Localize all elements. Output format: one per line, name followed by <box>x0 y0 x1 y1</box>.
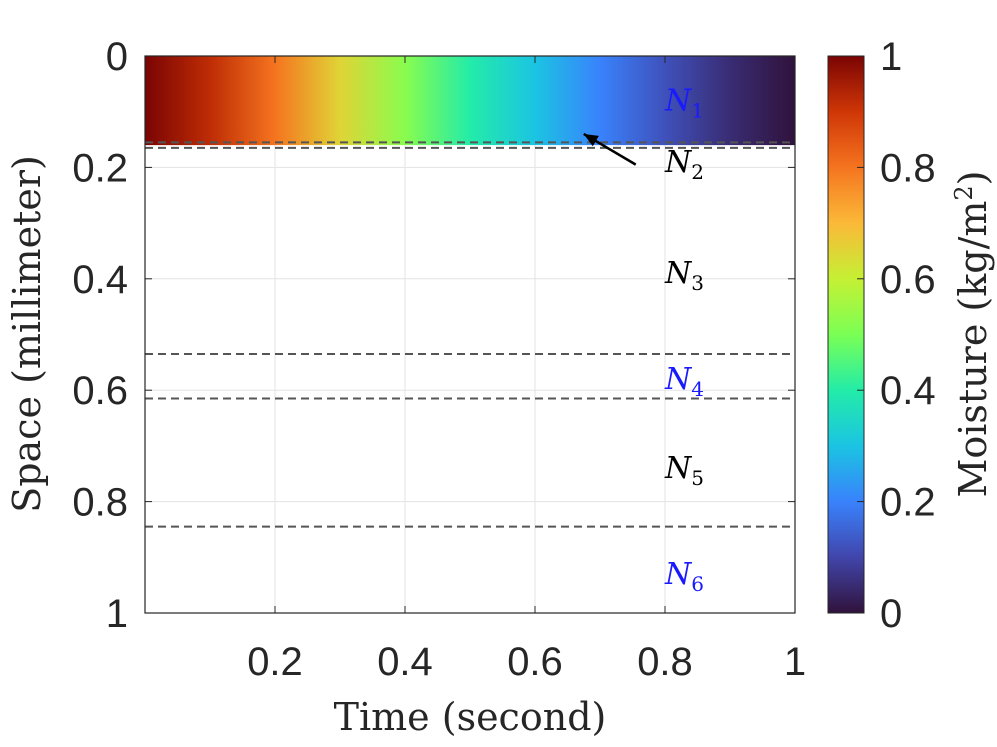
y-tick-label: 1 <box>106 592 128 636</box>
region-label-name: N <box>664 451 693 486</box>
x-tick-label: 0.8 <box>637 640 693 684</box>
colorbar <box>827 55 865 614</box>
annotation-arrow <box>583 132 637 166</box>
colorbar-label: Moisture (kg/m2) <box>950 170 995 497</box>
colorbar-label-superscript: 2 <box>950 185 978 200</box>
x-tick-label: 1 <box>784 640 806 684</box>
region-label-1: N1 <box>664 84 704 123</box>
y-axis-ticks: 0 0.2 0.4 0.6 0.8 1 <box>72 35 795 636</box>
region-label-4: N4 <box>664 362 704 401</box>
colorbar-ticks: 0 0.2 0.4 0.6 0.8 1 <box>857 35 936 636</box>
region-label-subscript: 6 <box>691 572 704 596</box>
colorbar-tick-label: 0 <box>880 592 902 636</box>
x-axis-ticks: 0.2 0.4 0.6 0.8 1 <box>247 56 806 684</box>
y-tick-label: 0.4 <box>72 258 128 302</box>
colorbar-tick-label: 0.2 <box>880 481 936 525</box>
region-label-subscript: 1 <box>691 99 704 123</box>
colorbar-label-close: ) <box>951 170 995 185</box>
plot-frame <box>144 55 796 614</box>
region-label-name: N <box>664 84 693 119</box>
colorbar-tick-label: 0.8 <box>880 146 936 190</box>
colorbar-tick-label: 1 <box>880 35 902 79</box>
region-boundaries <box>145 141 795 528</box>
y-axis-label: Space (millimeter) <box>5 155 49 513</box>
region-label-subscript: 2 <box>691 160 704 184</box>
colorbar-tick-label: 0.6 <box>880 258 936 302</box>
x-axis-label: Time (second) <box>334 695 607 739</box>
region-label-name: N <box>664 362 693 397</box>
region-label-subscript: 5 <box>691 466 704 490</box>
region-label-5: N5 <box>664 451 704 490</box>
region-label-6: N6 <box>664 557 704 596</box>
colorbar-tick-label: 0.4 <box>880 369 936 413</box>
x-tick-label: 0.6 <box>507 640 563 684</box>
y-tick-label: 0.6 <box>72 369 128 413</box>
y-tick-label: 0 <box>106 35 128 79</box>
x-tick-label: 0.2 <box>247 640 303 684</box>
heatmap-band <box>145 56 795 146</box>
y-tick-label: 0.8 <box>72 481 128 525</box>
region-label-name: N <box>664 256 693 291</box>
x-tick-label: 0.4 <box>377 640 433 684</box>
region-label-name: N <box>664 557 693 592</box>
region-label-3: N3 <box>664 256 704 295</box>
region-label-subscript: 3 <box>691 271 704 295</box>
arrow-head <box>583 133 599 147</box>
region-label-subscript: 4 <box>691 377 704 401</box>
region-label-2: N2 <box>664 145 704 184</box>
y-tick-label: 0.2 <box>72 146 128 190</box>
colorbar-label-main: Moisture (kg/m <box>951 201 995 498</box>
region-label-name: N <box>664 145 693 180</box>
